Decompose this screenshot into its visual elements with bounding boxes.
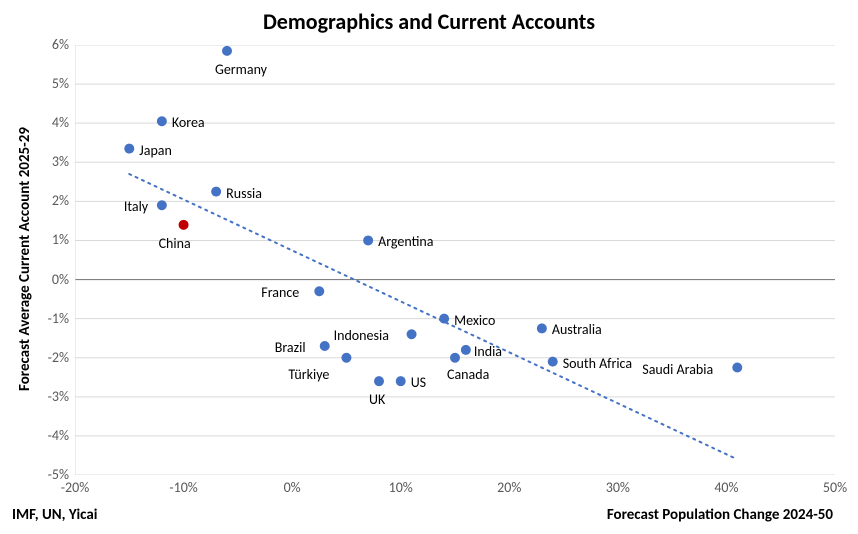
chart-title: Demographics and Current Accounts <box>0 8 858 35</box>
data-point <box>396 376 406 386</box>
x-tick-label: 40% <box>706 479 746 496</box>
data-point <box>461 345 471 355</box>
y-tick-label: -4% <box>48 427 69 444</box>
y-tick-label: 0% <box>52 271 69 288</box>
trend-line <box>129 174 737 459</box>
data-point <box>439 314 449 324</box>
y-tick-label: 1% <box>52 231 69 248</box>
data-point-label: Indonesia <box>334 327 389 344</box>
data-point <box>314 286 324 296</box>
data-point-label: Germany <box>215 61 267 78</box>
data-point <box>732 363 742 373</box>
data-point <box>211 187 221 197</box>
data-point-label: Japan <box>139 142 172 159</box>
y-axis-title: Forecast Average Current Account 2025-29 <box>16 59 34 459</box>
data-point <box>537 323 547 333</box>
x-tick-label: 0% <box>272 479 312 496</box>
y-tick-label: 4% <box>52 114 69 131</box>
data-point <box>157 116 167 126</box>
data-point <box>320 341 330 351</box>
data-point-label: Brazil <box>275 339 306 356</box>
y-tick-label: 5% <box>52 75 69 92</box>
data-point-label: US <box>411 374 426 391</box>
data-point <box>157 200 167 210</box>
data-point <box>179 220 189 230</box>
y-tick-label: 2% <box>52 192 69 209</box>
x-tick-label: 10% <box>381 479 421 496</box>
x-axis-title: Forecast Population Change 2024-50 <box>607 506 833 524</box>
x-tick-label: -10% <box>164 479 204 496</box>
x-tick-label: 30% <box>598 479 638 496</box>
x-tick-label: 20% <box>489 479 529 496</box>
data-point-label: Italy <box>124 198 148 215</box>
y-tick-label: 3% <box>52 153 69 170</box>
data-point <box>407 329 417 339</box>
data-point <box>363 235 373 245</box>
data-point-label: Saudi Arabia <box>642 361 713 378</box>
data-point-label: Argentina <box>378 233 433 250</box>
y-tick-label: -2% <box>48 349 69 366</box>
data-point <box>124 144 134 154</box>
data-point <box>450 353 460 363</box>
plot-svg <box>75 45 835 475</box>
data-point-label: Türkiye <box>288 366 329 383</box>
data-point-label: France <box>261 284 299 301</box>
data-point-label: China <box>159 235 191 252</box>
data-point-label: Korea <box>172 114 205 131</box>
x-tick-label: 50% <box>815 479 855 496</box>
data-point <box>548 357 558 367</box>
data-point-label: Canada <box>447 366 489 383</box>
data-point <box>374 376 384 386</box>
y-tick-label: -3% <box>48 388 69 405</box>
plot-area <box>75 45 835 475</box>
data-point-label: Russia <box>226 185 262 202</box>
data-point-label: Mexico <box>454 312 495 329</box>
x-tick-label: -20% <box>55 479 95 496</box>
data-point-label: South Africa <box>563 355 632 372</box>
data-point-label: India <box>474 343 502 360</box>
y-tick-label: 6% <box>52 36 69 53</box>
data-point <box>222 46 232 56</box>
data-point <box>341 353 351 363</box>
source-label: IMF, UN, Yicai <box>12 506 97 524</box>
chart-root: Demographics and Current Accounts Foreca… <box>0 0 858 534</box>
data-point-label: UK <box>369 391 385 408</box>
y-tick-label: -1% <box>48 310 69 327</box>
data-point-label: Australia <box>552 321 602 338</box>
